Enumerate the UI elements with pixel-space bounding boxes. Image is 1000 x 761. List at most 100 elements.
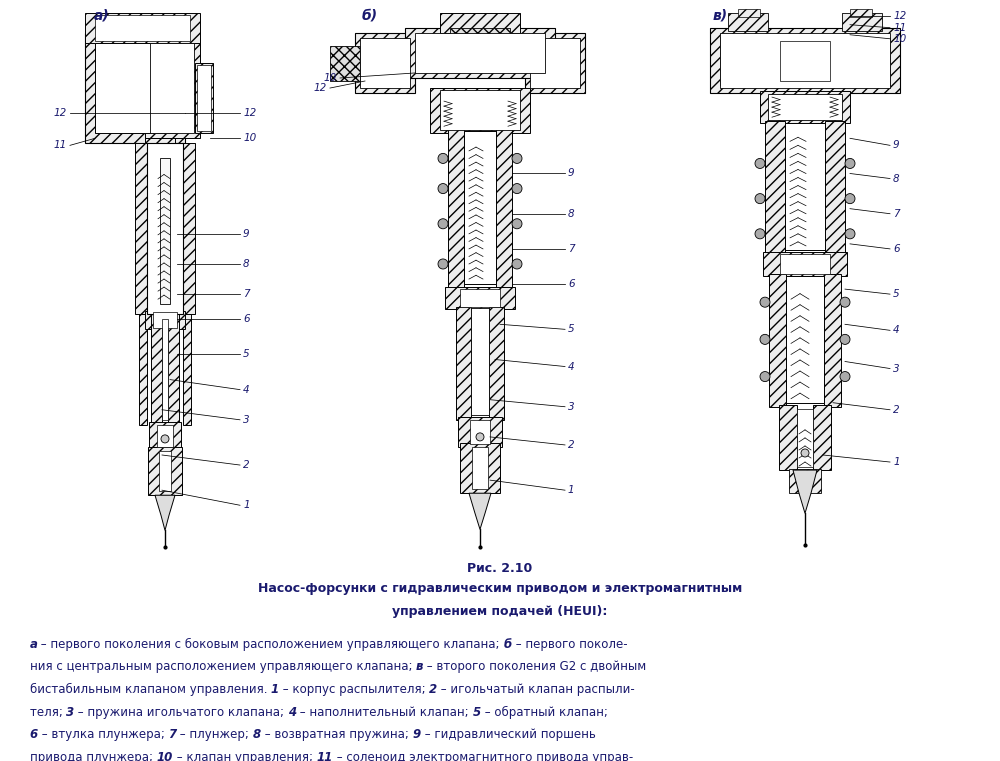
Text: привода плунжера;: привода плунжера; — [30, 750, 156, 761]
Bar — [145, 38, 200, 139]
Text: б: б — [504, 638, 512, 651]
Text: а): а) — [94, 8, 110, 23]
Bar — [430, 88, 530, 133]
Bar — [151, 314, 162, 425]
Bar — [760, 91, 850, 123]
Text: 7: 7 — [243, 289, 250, 299]
Circle shape — [755, 229, 765, 239]
Bar — [355, 33, 415, 93]
Bar — [785, 123, 825, 250]
Bar — [135, 143, 147, 314]
Text: 10: 10 — [893, 33, 906, 44]
Circle shape — [512, 218, 522, 229]
Polygon shape — [469, 493, 491, 530]
Text: 12: 12 — [893, 11, 906, 21]
Text: 1: 1 — [893, 457, 900, 467]
Text: 11: 11 — [54, 140, 67, 151]
Text: – первого поколения с боковым расположением управляющего клапана;: – первого поколения с боковым расположен… — [37, 638, 504, 651]
Text: – соленоид электромагнитного привода управ-: – соленоид электромагнитного привода упр… — [333, 750, 633, 761]
Bar — [763, 252, 847, 276]
Text: 2: 2 — [429, 683, 437, 696]
Text: б): б) — [362, 8, 378, 23]
Text: 10: 10 — [243, 133, 256, 143]
Text: – обратный клапан;: – обратный клапан; — [481, 705, 608, 718]
Text: 11: 11 — [316, 750, 333, 761]
Text: 12: 12 — [243, 108, 256, 118]
Bar — [150, 43, 194, 133]
Circle shape — [760, 334, 770, 345]
Circle shape — [438, 154, 448, 164]
Bar — [769, 274, 786, 406]
Text: 3: 3 — [893, 364, 900, 374]
Text: – второго поколения G2 с двойным: – второго поколения G2 с двойным — [423, 661, 646, 673]
Bar — [789, 469, 821, 493]
Text: в: в — [416, 661, 423, 673]
Text: 2: 2 — [243, 460, 250, 470]
Bar — [464, 131, 496, 284]
Bar — [85, 33, 185, 143]
Bar — [183, 314, 191, 425]
Bar — [710, 27, 900, 93]
Text: 5: 5 — [893, 289, 900, 299]
Bar — [145, 139, 175, 158]
Circle shape — [801, 449, 809, 457]
Text: 3: 3 — [66, 705, 74, 718]
Bar — [813, 405, 831, 470]
Bar — [770, 37, 840, 85]
Circle shape — [512, 154, 522, 164]
Bar — [149, 422, 181, 450]
Circle shape — [512, 259, 522, 269]
Text: 6: 6 — [30, 728, 38, 741]
Text: 7: 7 — [168, 728, 176, 741]
Circle shape — [760, 371, 770, 381]
Circle shape — [840, 334, 850, 345]
Bar — [489, 307, 504, 420]
Bar — [160, 158, 170, 304]
Text: – наполнительный клапан;: – наполнительный клапан; — [296, 705, 473, 718]
Text: – плунжер;: – плунжер; — [176, 728, 253, 741]
Bar — [450, 27, 510, 43]
Bar — [525, 33, 585, 93]
Polygon shape — [155, 495, 175, 530]
Text: 9: 9 — [243, 229, 250, 239]
Bar — [148, 447, 182, 495]
Bar — [168, 314, 179, 425]
Text: 6: 6 — [568, 279, 575, 289]
Circle shape — [840, 371, 850, 381]
Text: 8: 8 — [568, 209, 575, 218]
Text: 7: 7 — [893, 209, 900, 218]
Bar — [98, 49, 132, 129]
Circle shape — [438, 218, 448, 229]
Text: – первого поколе-: – первого поколе- — [512, 638, 628, 651]
Text: 1: 1 — [271, 683, 279, 696]
Circle shape — [845, 158, 855, 168]
Bar — [835, 37, 890, 85]
Text: 9: 9 — [568, 168, 575, 179]
Text: 12: 12 — [54, 108, 67, 118]
Text: 6: 6 — [243, 314, 250, 324]
Text: 6: 6 — [893, 244, 900, 254]
Bar — [797, 409, 813, 467]
Text: 3: 3 — [568, 402, 575, 412]
Bar — [197, 65, 211, 131]
Text: бистабильным клапаном управления.: бистабильным клапаном управления. — [30, 683, 271, 696]
Bar — [458, 417, 502, 447]
Bar — [850, 8, 872, 17]
Text: – возвратная пружина;: – возвратная пружина; — [261, 728, 413, 741]
Bar — [445, 287, 515, 309]
Circle shape — [476, 433, 484, 441]
Text: – втулка плунжера;: – втулка плунжера; — [38, 728, 168, 741]
Text: 5: 5 — [243, 349, 250, 359]
Bar — [145, 311, 185, 330]
Bar — [85, 13, 200, 43]
Bar — [728, 13, 768, 30]
Bar — [720, 37, 775, 85]
Bar — [147, 143, 183, 314]
Bar — [195, 63, 213, 133]
Text: Насос-форсунки с гидравлическим приводом и электромагнитным: Насос-форсунки с гидравлическим приводом… — [258, 582, 742, 595]
Text: 2: 2 — [568, 440, 575, 450]
Polygon shape — [793, 470, 817, 514]
Circle shape — [845, 229, 855, 239]
Text: 4: 4 — [893, 326, 900, 336]
Text: 5: 5 — [473, 705, 481, 718]
